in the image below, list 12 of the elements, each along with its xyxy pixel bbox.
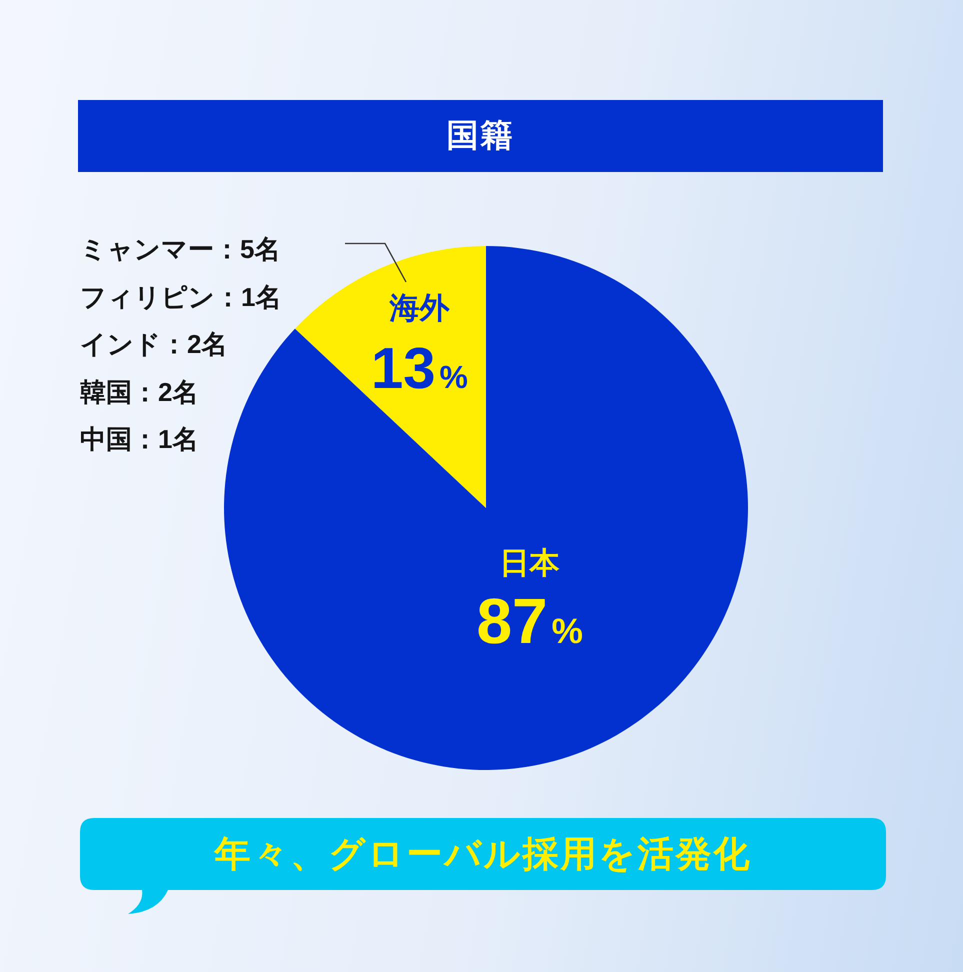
text: インド：2名: [80, 328, 228, 361]
chart-title: 国籍: [446, 116, 514, 155]
text: フィリピン：1名: [80, 280, 282, 314]
text: 中国：1名: [80, 423, 200, 456]
text: 年々、グローバル採用を活発化: [214, 832, 752, 876]
slice-label: 日本: [500, 546, 561, 580]
text: 韓国：2名: [80, 376, 200, 408]
data-label: 87%: [476, 584, 583, 657]
data-label: 13%: [370, 336, 468, 402]
pie-slice: [295, 246, 486, 508]
slice-label: 海外: [388, 292, 450, 326]
text: ミャンマー：5名: [80, 233, 282, 266]
